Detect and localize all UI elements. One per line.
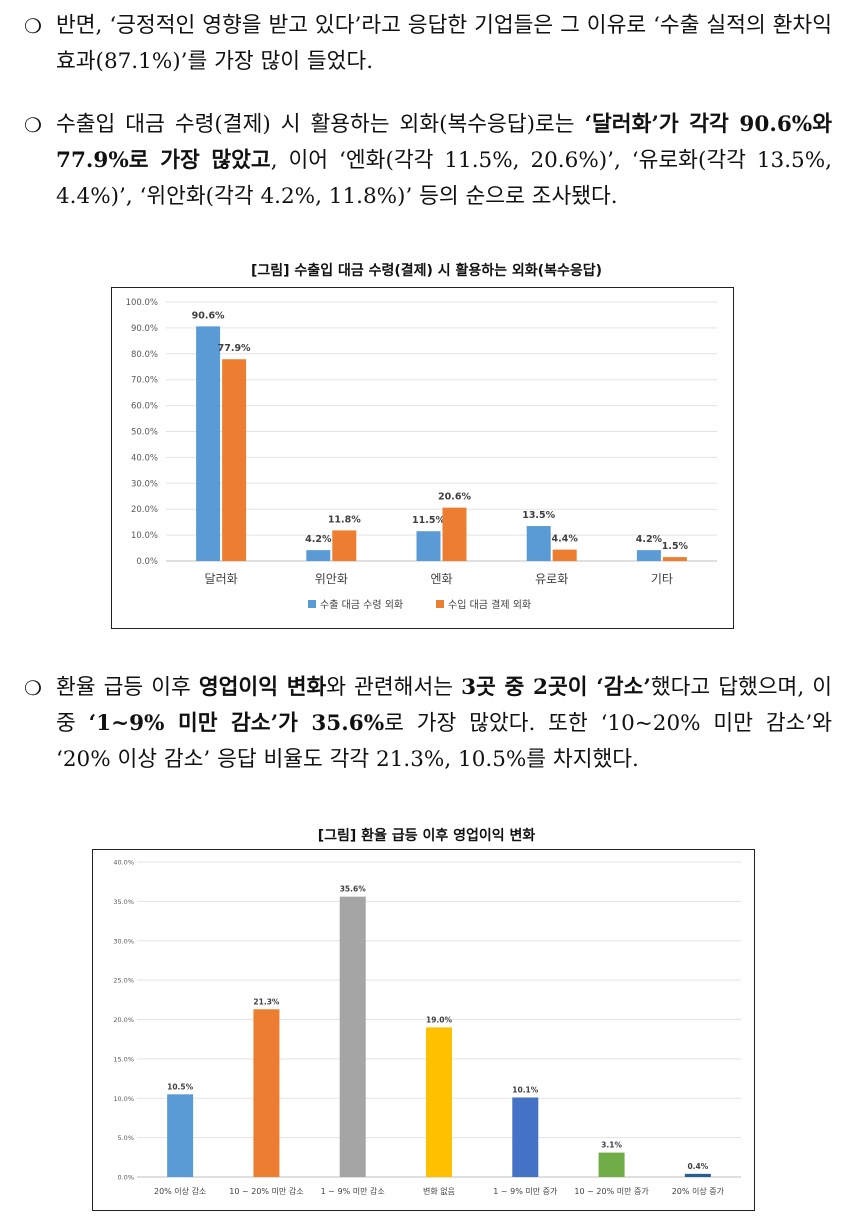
x-tick-label: 10 ~ 20% 미만 감소	[229, 1186, 303, 1196]
bar-수출 대금 수령 외화	[196, 326, 221, 561]
bar-수입 대금 결제 외화	[552, 549, 577, 561]
data-label: 1.5%	[662, 541, 689, 552]
y-tick-label: 70.0%	[131, 376, 158, 386]
bullet-icon: ❍	[24, 676, 42, 700]
paragraph-body: 수출입 대금 수령(결제) 시 활용하는 외화(복수응답)로는 ‘달러화’가 각…	[56, 107, 832, 215]
bar	[684, 1173, 711, 1177]
bar-수출 대금 수령 외화	[526, 526, 551, 561]
paragraph-body: 환율 급등 이후 영업이익 변화와 관련해서는 3곳 중 2곳이 ‘감소’했다고…	[56, 670, 832, 778]
chart1-caption: [그림] 수출입 대금 수령(결제) 시 활용하는 외화(복수응답)	[251, 263, 602, 279]
bar-수입 대금 결제 외화	[662, 557, 687, 561]
bold-text-segment: 3곳 중 2곳이 ‘감소’	[461, 675, 651, 700]
bar	[339, 896, 366, 1177]
data-label: 90.6%	[192, 310, 225, 321]
data-label: 3.1%	[601, 1141, 622, 1150]
y-tick-label: 40.0%	[131, 453, 158, 463]
x-tick-label: 10 ~ 20% 미만 증가	[574, 1187, 649, 1196]
paragraph-body: 반면, ‘긍정적인 영향을 받고 있다’라고 응답한 기업들은 그 이유로 ‘수…	[56, 8, 832, 80]
data-label: 35.6%	[340, 885, 367, 894]
bold-text-segment: ‘1~9% 미만 감소’가 35.6%	[88, 711, 385, 736]
y-tick-label: 35.0%	[113, 898, 134, 906]
paragraph-3: ❍ 환율 급등 이후 영업이익 변화와 관련해서는 3곳 중 2곳이 ‘감소’했…	[24, 670, 832, 778]
y-tick-label: 15.0%	[113, 1055, 134, 1063]
legend-swatch	[436, 600, 444, 608]
legend-label: 수출 대금 수령 외화	[320, 599, 403, 611]
y-tick-label: 30.0%	[113, 937, 134, 945]
text-segment: 와 관련해서는	[326, 675, 462, 700]
text-segment: 로 가장 많았다. 또한 ‘10~20% 미만 감소’와 ‘20% 이상 감소’…	[56, 711, 832, 772]
paragraph-1: ❍ 반면, ‘긍정적인 영향을 받고 있다’라고 응답한 기업들은 그 이유로 …	[24, 8, 832, 80]
data-label: 21.3%	[253, 997, 280, 1006]
chart2-frame: 0.0% 5.0% 10.0% 15.0% 20.0% 25.0% 30.0% 35.0% 40…	[92, 849, 755, 1211]
y-tick-label: 5.0%	[117, 1134, 134, 1142]
bar-수입 대금 결제 외화	[222, 359, 247, 561]
x-tick-label: 1 ~ 9% 미만 증가	[493, 1187, 558, 1196]
bar	[253, 1009, 280, 1177]
data-label: 0.4%	[687, 1162, 708, 1171]
bar	[512, 1097, 539, 1177]
chart2-svg: 0.0% 5.0% 10.0% 15.0% 20.0% 25.0% 30.0% 35.0% 40…	[113, 859, 741, 1196]
bold-text-segment: 영업이익 변화	[198, 675, 327, 700]
x-tick-label: 변화 없음	[423, 1186, 455, 1196]
bar-수출 대금 수령 외화	[306, 550, 331, 561]
y-tick-label: 10.0%	[131, 531, 158, 541]
text-segment: 수출입 대금 수령(결제) 시 활용하는 외화(복수응답)로는	[56, 112, 585, 137]
y-tick-label: 50.0%	[131, 428, 158, 438]
data-label: 10.1%	[512, 1085, 539, 1094]
paragraph-2: ❍ 수출입 대금 수령(결제) 시 활용하는 외화(복수응답)로는 ‘달러화’가…	[24, 107, 832, 215]
x-tick-label: 엔화	[430, 572, 452, 586]
text-segment: 했다고 답했으며, 이 중	[56, 675, 833, 736]
data-label: 4.2%	[305, 534, 332, 545]
bold-text-segment: ‘달러화’가 각각 90.6%와 77.9%로 가장 많았고	[56, 112, 832, 173]
text-segment: 반면, ‘긍정적인 영향을 받고 있다’라고 응답한 기업들은 그 이유로 ‘수…	[56, 13, 832, 74]
x-tick-label: 달러화	[205, 572, 238, 586]
text-segment: , 이어 ‘엔화(각각 11.5%, 20.6%)’, ‘유로화(각각 13.5…	[56, 148, 832, 209]
x-tick-label: 유로화	[535, 572, 568, 586]
bar	[426, 1027, 452, 1177]
data-label: 11.8%	[328, 514, 361, 525]
legend-label: 수입 대금 결제 외화	[448, 598, 531, 611]
data-label: 4.4%	[552, 534, 579, 545]
bar	[167, 1094, 194, 1177]
y-tick-label: 10.0%	[113, 1095, 134, 1103]
legend-swatch	[308, 600, 316, 608]
y-tick-label: 80.0%	[131, 350, 158, 360]
bar-수출 대금 수령 외화	[636, 550, 661, 561]
x-tick-label: 기타	[651, 572, 673, 586]
x-tick-label: 1 ~ 9% 미만 감소	[321, 1186, 385, 1196]
x-tick-label: 20% 이상 증가	[672, 1186, 725, 1196]
data-label: 4.2%	[636, 534, 663, 545]
data-label: 13.5%	[522, 510, 555, 521]
bar	[598, 1152, 625, 1177]
chart1-svg: 0.0% 10.0% 20.0% 30.0% 40.0% 50.0% 60.0% 70.0% 8…	[126, 298, 717, 611]
y-tick-label: 60.0%	[131, 402, 158, 412]
chart1-frame: 0.0% 10.0% 20.0% 30.0% 40.0% 50.0% 60.0% 70.0% 8…	[111, 287, 734, 629]
bar-수입 대금 결제 외화	[332, 530, 357, 561]
bar-수입 대금 결제 외화	[442, 507, 467, 561]
data-label: 11.5%	[412, 515, 445, 526]
bar-수출 대금 수령 외화	[416, 531, 441, 561]
bullet-icon: ❍	[24, 14, 42, 38]
chart2-caption: [그림] 환율 급등 이후 영업이익 변화	[317, 828, 536, 844]
y-tick-label: 30.0%	[131, 479, 158, 489]
y-tick-label: 20.0%	[113, 1016, 134, 1024]
text-segment: 환율 급등 이후	[56, 675, 199, 700]
x-tick-label: 위안화	[315, 572, 348, 586]
data-label: 19.0%	[426, 1015, 453, 1024]
data-label: 10.5%	[167, 1082, 194, 1091]
bullet-icon: ❍	[24, 113, 42, 137]
x-tick-label: 20% 이상 감소	[154, 1186, 206, 1196]
y-tick-label: 100.0%	[126, 298, 158, 308]
y-tick-label: 20.0%	[131, 505, 158, 515]
data-label: 20.6%	[438, 492, 471, 503]
y-tick-label: 40.0%	[113, 859, 134, 867]
y-tick-label: 25.0%	[113, 977, 134, 985]
y-tick-label: 0.0%	[136, 557, 158, 567]
y-tick-label: 90.0%	[131, 324, 158, 334]
data-label: 77.9%	[218, 343, 251, 354]
y-tick-label: 0.0%	[117, 1174, 134, 1182]
